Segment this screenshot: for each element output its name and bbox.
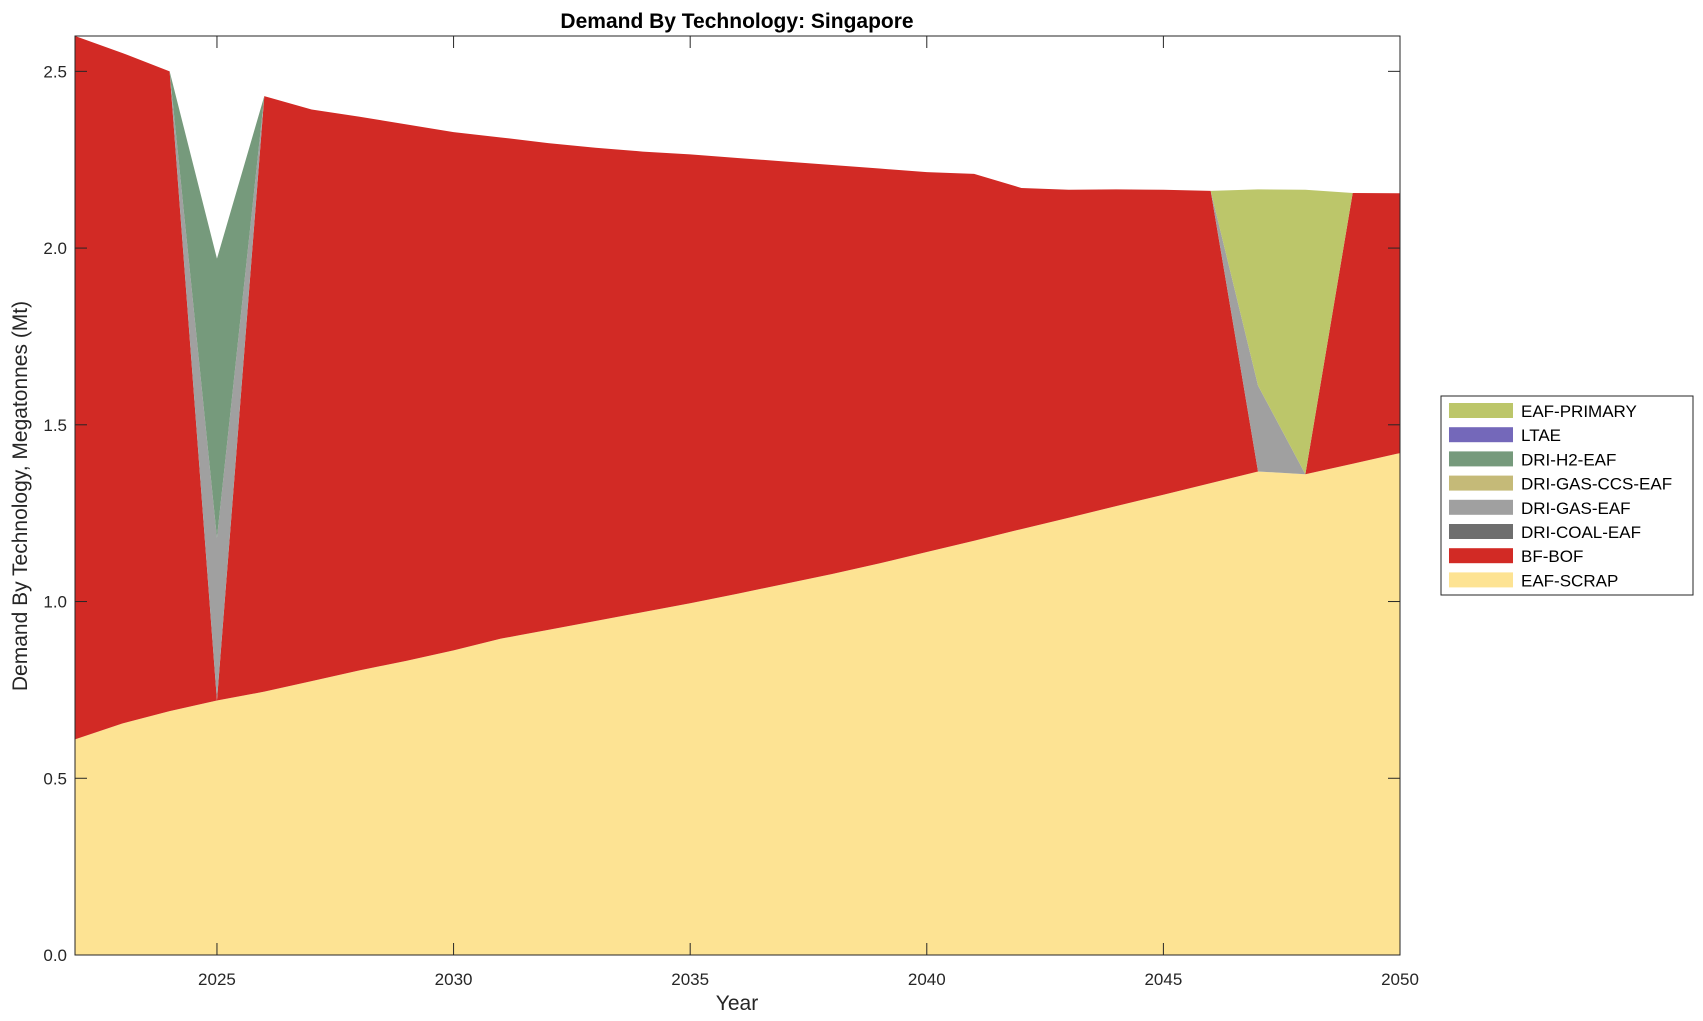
x-tick-label: 2030 xyxy=(435,970,473,989)
legend-label: EAF-SCRAP xyxy=(1521,571,1618,590)
legend-swatch xyxy=(1449,451,1513,467)
x-axis: 2025 2030 2035 2040 2045 2050 xyxy=(198,36,1419,989)
legend-label: BF-BOF xyxy=(1521,547,1583,566)
y-tick-label: 1.5 xyxy=(43,416,67,435)
legend-label: DRI-COAL-EAF xyxy=(1521,523,1641,542)
legend-label: DRI-GAS-EAF xyxy=(1521,499,1631,518)
y-axis: 0.0 0.5 1.0 1.5 2.0 2.5 xyxy=(43,62,1400,965)
legend-label: LTAE xyxy=(1521,426,1561,445)
x-tick-label: 2050 xyxy=(1381,970,1419,989)
legend-label: DRI-H2-EAF xyxy=(1521,450,1616,469)
legend-swatch xyxy=(1449,427,1513,443)
legend-label: EAF-PRIMARY xyxy=(1521,402,1637,421)
y-tick-label: 2.0 xyxy=(43,239,67,258)
y-tick-label: 2.5 xyxy=(43,62,67,81)
legend-swatch xyxy=(1449,572,1513,588)
legend-label: DRI-GAS-CCS-EAF xyxy=(1521,475,1672,494)
x-tick-label: 2040 xyxy=(908,970,946,989)
legend-swatch xyxy=(1449,499,1513,515)
legend-swatch xyxy=(1449,548,1513,564)
x-tick-label: 2035 xyxy=(671,970,709,989)
legend-swatch xyxy=(1449,475,1513,491)
stacked-areas xyxy=(75,36,1400,955)
x-tick-label: 2025 xyxy=(198,970,236,989)
y-tick-label: 0.5 xyxy=(43,769,67,788)
y-axis-label: Demand By Technology, Megatonnes (Mt) xyxy=(9,301,32,691)
plot-frame xyxy=(74,35,1401,956)
legend: EAF-PRIMARY LTAE DRI-H2-EAF DRI-GAS-CCS-EAF… xyxy=(1440,395,1694,596)
chart-title: Demand By Technology: Singapore xyxy=(560,10,913,33)
x-tick-label: 2045 xyxy=(1144,970,1182,989)
area-eaf-scrap xyxy=(75,453,1400,955)
legend-swatch xyxy=(1449,524,1513,539)
x-axis-label: Year xyxy=(716,992,758,1015)
y-tick-label: 0.0 xyxy=(43,946,67,965)
y-tick-label: 1.0 xyxy=(43,593,67,612)
area-bf-bof xyxy=(75,36,1400,740)
legend-swatch xyxy=(1449,403,1513,418)
